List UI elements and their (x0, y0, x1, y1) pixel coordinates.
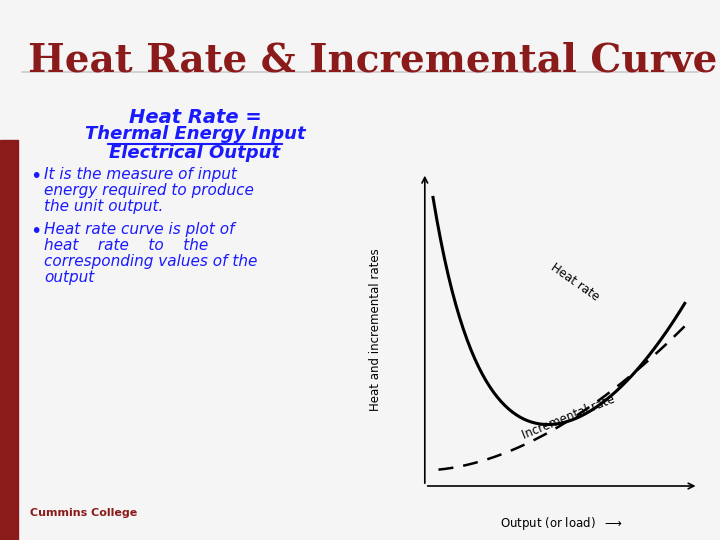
Text: output: output (44, 270, 94, 285)
Text: Cummins College: Cummins College (30, 508, 138, 518)
Text: It is the measure of input: It is the measure of input (44, 167, 237, 182)
Text: Heat and incremental rates: Heat and incremental rates (369, 248, 382, 411)
Bar (0, 140, 18, 540)
Text: •: • (30, 222, 41, 241)
Text: Heat rate: Heat rate (548, 261, 601, 304)
Text: Output (or load)  $\longrightarrow$: Output (or load) $\longrightarrow$ (500, 515, 623, 532)
Text: Incremental rate: Incremental rate (521, 393, 617, 442)
Text: Heat rate curve is plot of: Heat rate curve is plot of (44, 222, 235, 237)
Text: •: • (30, 167, 41, 186)
Text: energy required to produce: energy required to produce (44, 183, 254, 198)
Text: Electrical Output: Electrical Output (109, 144, 281, 162)
Text: corresponding values of the: corresponding values of the (44, 254, 257, 269)
Text: Thermal Energy Input: Thermal Energy Input (85, 125, 305, 143)
Text: heat    rate    to    the: heat rate to the (44, 238, 208, 253)
Text: Heat Rate & Incremental Curve: Heat Rate & Incremental Curve (28, 42, 717, 80)
Text: Heat Rate =: Heat Rate = (129, 108, 261, 127)
Text: the unit output.: the unit output. (44, 199, 163, 214)
